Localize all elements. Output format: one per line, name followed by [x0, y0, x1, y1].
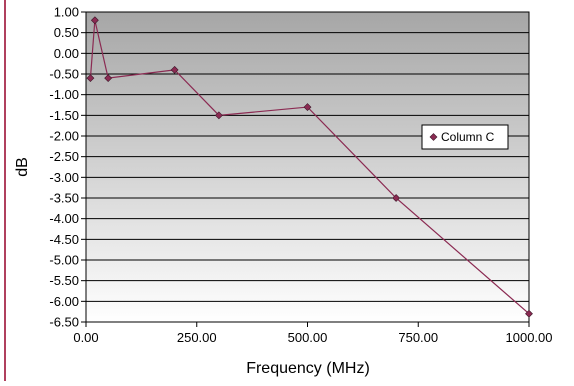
y-tick-label: -2.50 [49, 149, 79, 164]
y-tick-label: -6.50 [49, 315, 79, 330]
y-tick-label: -1.50 [49, 108, 79, 123]
x-tick-label: 750.00 [398, 330, 438, 345]
x-tick-label: 500.00 [288, 330, 328, 345]
legend: Column C [421, 124, 509, 150]
y-tick-label: -5.00 [49, 253, 79, 268]
legend-marker-icon [429, 133, 438, 141]
y-tick-label: -1.00 [49, 87, 79, 102]
data-point [392, 194, 401, 202]
series-line [89, 20, 530, 315]
y-tick-label: -4.00 [49, 211, 79, 226]
data-point [214, 111, 223, 120]
x-tick-label: 0.00 [73, 330, 98, 345]
x-tick-labels: 0.00 250.00 500.00 750.00 1000.00 [73, 330, 552, 345]
x-axis-title: Frequency (MHz) [246, 360, 370, 377]
y-tick-label: -2.00 [49, 129, 79, 144]
y-tick-label: -0.50 [49, 67, 79, 82]
data-point [303, 103, 312, 111]
x-tick-label: 250.00 [177, 330, 217, 345]
left-accent-rule [4, 0, 6, 381]
y-tick-label: -3.50 [49, 191, 79, 206]
y-tick-label: 1.00 [54, 5, 79, 20]
y-tick-label: 0.50 [54, 25, 79, 40]
data-point [86, 74, 95, 83]
data-point [104, 74, 113, 83]
y-tick-labels: 1.00 0.50 0.00 -0.50 -1.00 -1.50 -2.00 -2.50 -3.… [49, 5, 79, 330]
series-group [86, 16, 533, 318]
data-point [525, 309, 533, 318]
y-tick-label: -4.50 [49, 232, 79, 247]
legend-label-column-c: Column C [441, 130, 495, 144]
data-point [170, 65, 179, 74]
y-axis-title: dB [14, 157, 31, 177]
y-tick-label: -6.00 [49, 294, 79, 309]
y-tick-label: -5.50 [49, 273, 79, 288]
y-tick-label: 0.00 [54, 46, 79, 61]
plot-background [86, 12, 529, 322]
y-tick-label: -3.00 [49, 170, 79, 185]
data-point [90, 16, 99, 25]
x-tick-label: 1000.00 [506, 330, 553, 345]
